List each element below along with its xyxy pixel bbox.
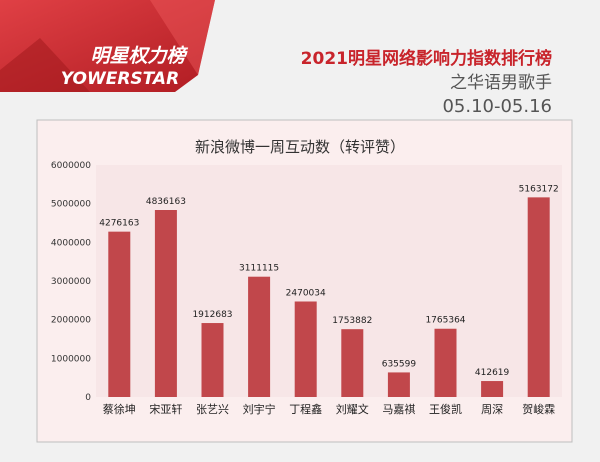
- bar: [201, 323, 224, 397]
- bar: [108, 231, 131, 397]
- bar-value-label: 3111115: [239, 264, 279, 274]
- logo-highlight-shape: [150, 0, 215, 75]
- logo-shard-shape: [0, 38, 90, 92]
- x-category-label: 马嘉祺: [382, 402, 415, 416]
- bar-value-label: 1912683: [192, 310, 232, 320]
- bar: [434, 328, 457, 397]
- y-tick-label: 3000000: [51, 277, 91, 287]
- x-axis-category-labels: 蔡徐坤 宋亚轩 张艺兴 刘宇宁 丁程鑫 刘耀文 马嘉祺 王俊凯 周深 贺峻霖: [103, 402, 555, 416]
- bar-value-label: 5163172: [519, 184, 559, 194]
- bar-value-label: 412619: [475, 368, 510, 378]
- bar-value-label: 1753882: [332, 316, 372, 326]
- x-category-label: 周深: [481, 403, 503, 416]
- x-category-label: 刘宇宁: [243, 402, 276, 416]
- bar-value-label: 635599: [382, 359, 417, 369]
- chart-title: 新浪微博一周互动数（转评赞）: [195, 138, 405, 156]
- bar: [154, 210, 177, 397]
- main-title: 2021明星网络影响力指数排行榜: [301, 48, 552, 69]
- y-axis-tick-labels: 0 1000000 2000000 3000000 4000000 500000…: [51, 161, 91, 403]
- bar: [341, 329, 364, 397]
- bar: [527, 197, 550, 397]
- x-category-label: 丁程鑫: [289, 402, 322, 416]
- bar-value-label: 4836163: [146, 197, 186, 207]
- subtitle-category: 之华语男歌手: [450, 73, 552, 93]
- x-category-label: 贺峻霖: [522, 402, 555, 416]
- y-tick-label: 2000000: [51, 316, 91, 326]
- bar-value-label: 1765364: [425, 316, 465, 326]
- y-tick-label: 4000000: [51, 238, 91, 248]
- bar: [294, 301, 317, 397]
- x-category-label: 王俊凯: [429, 402, 462, 416]
- bar-value-label: 2470034: [286, 288, 326, 298]
- x-category-label: 张艺兴: [196, 403, 229, 416]
- y-tick-label: 0: [85, 393, 91, 403]
- x-category-label: 刘耀文: [336, 402, 369, 416]
- y-tick-label: 1000000: [51, 354, 91, 364]
- bar: [248, 276, 271, 397]
- logo-english-text: YOWERSTAR: [61, 69, 179, 89]
- bar: [481, 381, 504, 397]
- y-tick-label: 5000000: [51, 200, 91, 210]
- logo-chinese-text: 明星权力榜: [90, 45, 188, 67]
- bar-series: [108, 197, 550, 397]
- x-category-label: 宋亚轩: [149, 402, 182, 416]
- subtitle-date-range: 05.10-05.16: [442, 96, 552, 117]
- bar-value-labels: 4276163 4836163 1912683 3111115 2470034 …: [99, 184, 558, 378]
- y-tick-label: 6000000: [51, 161, 91, 171]
- bar: [387, 372, 410, 397]
- bar-value-label: 4276163: [99, 219, 139, 229]
- x-category-label: 蔡徐坤: [103, 402, 136, 416]
